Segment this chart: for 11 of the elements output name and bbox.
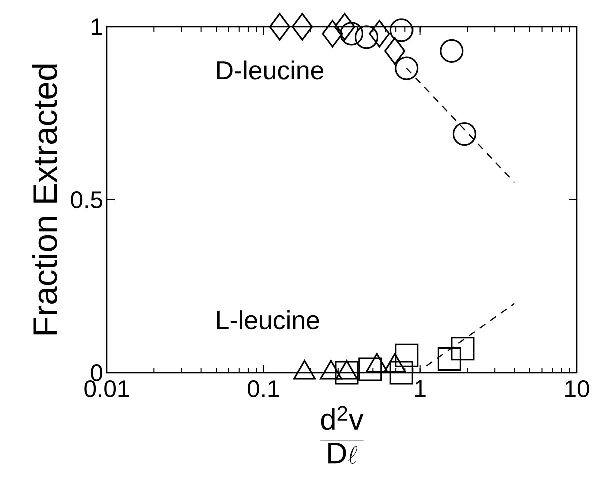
y-tick-label: 1: [92, 18, 102, 36]
x-tick-label: 1: [416, 380, 426, 397]
x-tick-label: 10: [566, 380, 590, 398]
annotation: L-leucine: [217, 310, 320, 330]
y-tick-label: 0.5: [71, 192, 102, 208]
x-tick-label: 0.1: [248, 380, 280, 398]
y-tick-label: 0: [91, 364, 103, 382]
x-tick-label: 0.01: [84, 380, 130, 398]
y-axis-title: Fraction Extracted: [32, 64, 58, 335]
annotation: D-leucine: [217, 60, 324, 80]
x-axis-title: $\frac{\mathrm{d^{2}v}}{\mathrm{D}\ell}$: [320, 406, 364, 464]
